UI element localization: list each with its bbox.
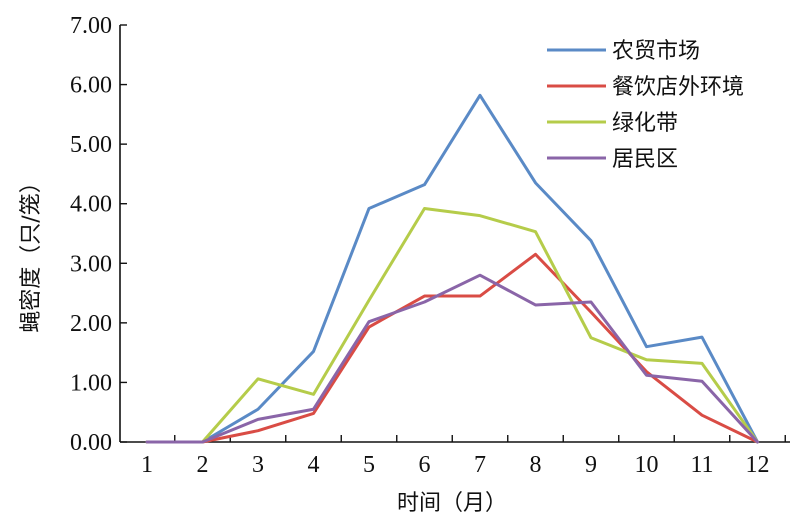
series-line-2 xyxy=(145,252,759,444)
y-tick-label: 0.00 xyxy=(70,430,112,456)
legend-label: 绿化带 xyxy=(612,111,678,136)
y-tick-label: 4.00 xyxy=(70,192,112,218)
legend-label: 居民区 xyxy=(612,147,678,172)
x-tick-label: 6 xyxy=(419,452,431,478)
x-axis-ticks: 1 2 3 4 5 6 7 8 9 10 11 12 xyxy=(141,435,786,478)
series-lines xyxy=(145,93,759,444)
y-tick-label: 2.00 xyxy=(70,311,112,337)
x-tick-label: 3 xyxy=(252,452,264,478)
y-axis-title: 蝇密度（只/笼） xyxy=(19,171,44,332)
y-tick-label: 6.00 xyxy=(70,73,112,99)
x-tick-label: 8 xyxy=(530,452,542,478)
x-tick-label: 10 xyxy=(635,452,659,478)
y-tick-label: 1.00 xyxy=(70,370,112,396)
legend-label: 农贸市场 xyxy=(612,39,700,64)
legend-label: 餐饮店外环境 xyxy=(612,75,744,100)
y-tick-label: 3.00 xyxy=(70,251,112,277)
series-line-3 xyxy=(145,206,759,444)
y-tick-label: 5.00 xyxy=(70,132,112,158)
x-tick-label: 12 xyxy=(746,452,770,478)
y-axis-ticks: 0.00 1.00 2.00 3.00 4.00 5.00 6.00 7.00 xyxy=(70,13,127,456)
x-tick-label: 11 xyxy=(690,452,713,478)
x-tick-label: 7 xyxy=(474,452,486,478)
x-tick-label: 5 xyxy=(363,452,375,478)
x-tick-label: 9 xyxy=(585,452,597,478)
x-tick-label: 4 xyxy=(308,452,320,478)
series-line-1 xyxy=(145,93,759,444)
x-tick-label: 1 xyxy=(141,452,153,478)
series-line-4 xyxy=(145,273,759,444)
y-tick-label: 7.00 xyxy=(70,13,112,39)
chart-axes xyxy=(119,25,790,443)
x-axis-title: 时间（月） xyxy=(397,491,507,516)
x-tick-label: 2 xyxy=(197,452,209,478)
